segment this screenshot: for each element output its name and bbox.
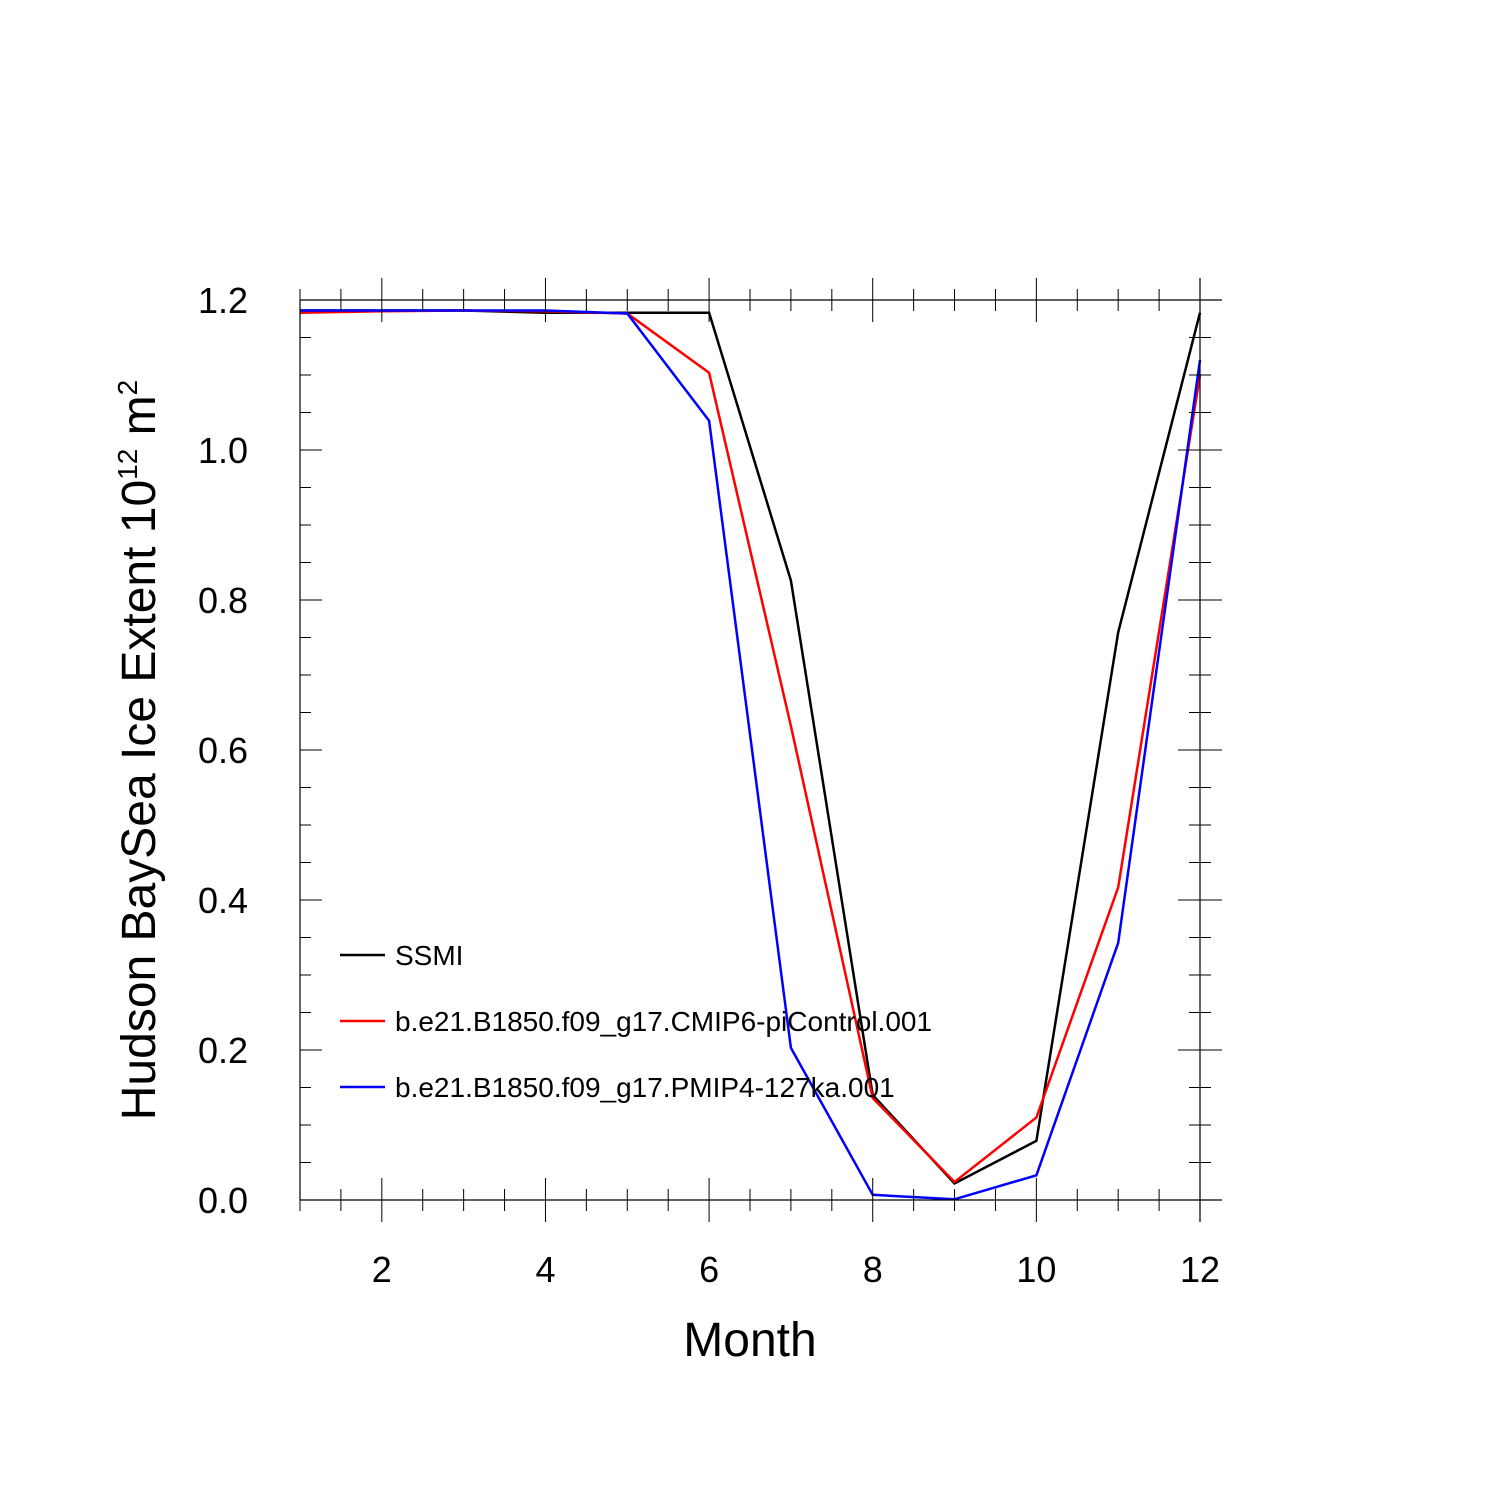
legend-label-3: b.e21.B1850.f09_g17.PMIP4-127ka.001: [395, 1072, 895, 1103]
legend-label-1: SSMI: [395, 940, 463, 971]
y-tick-label: 0.6: [198, 730, 248, 771]
tick-labels-group: 2 4 6 8 10 12 0.0 0.2 0.4 0.6 0.8 1.0 1.2: [198, 280, 1220, 1290]
y-tick-label: 1.2: [198, 280, 248, 321]
series-line-3: [300, 309, 1202, 1201]
axes-group: [299, 278, 1222, 1222]
y-axis-title: Hudson BaySea Ice Extent 1012 m2: [112, 380, 166, 1120]
x-axis-title: Month: [683, 1314, 816, 1367]
x-tick-label: 12: [1180, 1249, 1220, 1290]
y-axis-title-exponent: 12: [112, 449, 143, 480]
legend: SSMI b.e21.B1850.f09_g17.CMIP6-piControl.…: [340, 940, 932, 1103]
series-line-2: [299, 309, 1202, 1184]
x-tick-label: 10: [1016, 1249, 1056, 1290]
y-tick-label: 0.2: [198, 1030, 248, 1071]
y-axis-title-unit-exponent: 2: [112, 380, 143, 396]
y-tick-label: 0.4: [198, 880, 248, 921]
x-tick-label: 6: [699, 1249, 719, 1290]
series-line-1: [300, 309, 1202, 1186]
x-tick-label: 4: [535, 1249, 555, 1290]
y-tick-label: 0.8: [198, 580, 248, 621]
y-axis-title-unit: m: [113, 395, 166, 448]
y-tick-label: 0.0: [198, 1180, 248, 1221]
x-tick-label: 2: [372, 1249, 392, 1290]
plot-series-group: [299, 309, 1202, 1201]
y-axis-title-main: Hudson BaySea Ice Extent 10: [113, 480, 166, 1120]
x-tick-label: 8: [863, 1249, 883, 1290]
y-tick-label: 1.0: [198, 430, 248, 471]
legend-label-2: b.e21.B1850.f09_g17.CMIP6-piControl.001: [395, 1006, 932, 1037]
